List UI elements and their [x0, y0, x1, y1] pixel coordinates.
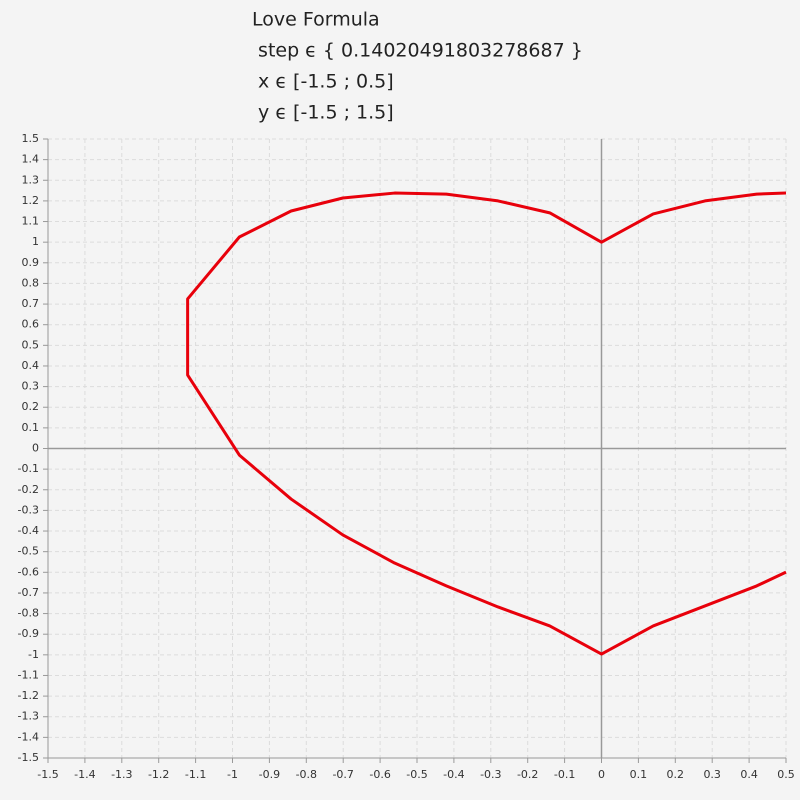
line-series — [186, 191, 787, 656]
y-tick-label: -1.1 — [18, 668, 39, 681]
chart-subtitle: y ϵ [-1.5 ; 1.5] — [252, 102, 394, 124]
x-tick-label: -0.9 — [259, 768, 280, 781]
x-tick-label: -1.1 — [185, 768, 206, 781]
y-tick-label: 1.4 — [22, 153, 40, 166]
y-tick-label: 0.2 — [22, 400, 40, 413]
y-tick-label: 0.9 — [22, 256, 40, 269]
x-tick-label: -0.4 — [443, 768, 464, 781]
y-tick-label: -1 — [28, 648, 39, 661]
y-tick-label: -1.4 — [18, 730, 39, 743]
y-tick-label: 0.5 — [22, 338, 40, 351]
y-tick-label: -0.9 — [18, 627, 39, 640]
x-tick-label: -0.2 — [517, 768, 538, 781]
y-tick-label: 0.8 — [22, 276, 40, 289]
y-tick-label: -1.5 — [18, 751, 39, 764]
y-tick-label: 1.2 — [22, 194, 40, 207]
x-tick-label: 0.5 — [777, 768, 795, 781]
x-tick-label: 0.3 — [703, 768, 721, 781]
chart-title: Love Formula — [252, 9, 380, 31]
y-tick-label: -0.8 — [18, 607, 39, 620]
y-tick-label: 1.5 — [22, 132, 40, 145]
x-tick-label: -1.4 — [74, 768, 95, 781]
y-tick-label: -1.3 — [18, 710, 39, 723]
y-tick-label: 1.3 — [22, 173, 40, 186]
y-tick-label: -0.3 — [18, 503, 39, 516]
y-tick-label: 1.1 — [22, 215, 40, 228]
x-tick-label: -0.5 — [406, 768, 427, 781]
y-tick-label: 0.6 — [22, 318, 40, 331]
y-tick-label: -0.1 — [18, 462, 39, 475]
x-tick-label: 0.1 — [630, 768, 648, 781]
chart-subtitle: x ϵ [-1.5 ; 0.5] — [252, 71, 394, 93]
y-tick-label: -0.7 — [18, 586, 39, 599]
y-tick-label: 0 — [32, 442, 39, 455]
y-tick-label: -0.2 — [18, 483, 39, 496]
y-tick-label: 1 — [32, 235, 39, 248]
y-tick-label: -0.5 — [18, 545, 39, 558]
x-tick-label: -1.5 — [37, 768, 58, 781]
y-tick-label: 0.1 — [22, 421, 40, 434]
x-tick-label: -1.3 — [111, 768, 132, 781]
x-tick-label: -0.1 — [554, 768, 575, 781]
y-tick-label: 0.4 — [22, 359, 40, 372]
y-tick-label: 0.7 — [22, 297, 40, 310]
y-tick-label: -0.4 — [18, 524, 39, 537]
x-tick-label: 0 — [598, 768, 605, 781]
y-tick-label: 0.3 — [22, 380, 40, 393]
x-tick-label: -0.3 — [480, 768, 501, 781]
y-tick-label: -0.6 — [18, 565, 39, 578]
x-tick-label: -1 — [227, 768, 238, 781]
x-tick-label: -0.7 — [332, 768, 353, 781]
x-tick-label: 0.4 — [740, 768, 758, 781]
x-tick-label: 0.2 — [667, 768, 685, 781]
x-tick-label: -1.2 — [148, 768, 169, 781]
x-tick-label: -0.8 — [296, 768, 317, 781]
x-tick-label: -0.6 — [369, 768, 390, 781]
chart-subtitle: step ϵ { 0.14020491803278687 } — [252, 40, 583, 62]
y-tick-label: -1.2 — [18, 689, 39, 702]
